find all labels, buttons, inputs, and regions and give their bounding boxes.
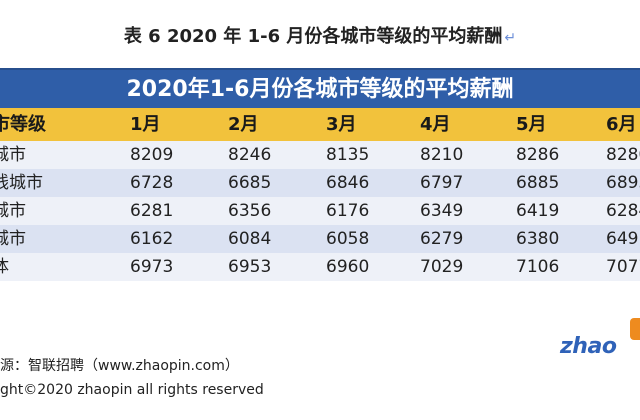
cell-value: 8286 <box>516 145 560 165</box>
cell-value: 6419 <box>516 201 560 221</box>
row-label: 城市 <box>0 229 26 249</box>
header-month: 3月 <box>326 114 357 135</box>
header-month: 1月 <box>130 114 161 135</box>
logo-text: zhao <box>560 334 617 359</box>
zhaopin-logo: zhao <box>560 318 640 362</box>
header-label: 市等级 <box>0 114 46 135</box>
cell-value: 6973 <box>130 257 174 277</box>
cell-value: 8210 <box>420 145 464 165</box>
table-row: 体 6973 6953 6960 7029 7106 7077 <box>0 253 640 281</box>
table-row: 线城市 6728 6685 6846 6797 6885 6893 <box>0 169 640 197</box>
cell-value: 6491 <box>606 229 640 249</box>
header-month: 5月 <box>516 114 547 135</box>
header-month: 6月 <box>606 114 637 135</box>
document-caption: 表 6 2020 年 1-6 月份各城市等级的平均薪酬 ↵ <box>0 22 640 48</box>
logo-mark-icon <box>630 318 640 340</box>
row-label: 线城市 <box>0 173 43 193</box>
header-month: 4月 <box>420 114 451 135</box>
cell-value: 6058 <box>326 229 370 249</box>
cell-value: 8209 <box>130 145 174 165</box>
caption-text: 表 6 2020 年 1-6 月份各城市等级的平均薪酬 <box>123 26 503 47</box>
header-month: 2月 <box>228 114 259 135</box>
row-label: 城市 <box>0 201 26 221</box>
cell-value: 8246 <box>228 145 272 165</box>
cell-value: 6953 <box>228 257 272 277</box>
return-icon: ↵ <box>504 30 517 46</box>
table-row: 城市 6162 6084 6058 6279 6380 6491 <box>0 225 640 253</box>
cell-value: 6084 <box>228 229 272 249</box>
cell-value: 6960 <box>326 257 370 277</box>
cell-value: 8280 <box>606 145 640 165</box>
table-header-row: 市等级 1月 2月 3月 4月 5月 6月 <box>0 108 640 141</box>
cell-value: 6893 <box>606 173 640 193</box>
cell-value: 6176 <box>326 201 370 221</box>
cell-value: 6728 <box>130 173 174 193</box>
source-note: 源：智联招聘（www.zhaopin.com） <box>0 358 239 374</box>
cell-value: 7029 <box>420 257 464 277</box>
cell-value: 6349 <box>420 201 464 221</box>
cell-value: 6356 <box>228 201 272 221</box>
cell-value: 7077 <box>606 257 640 277</box>
cell-value: 6279 <box>420 229 464 249</box>
copyright-note: ght©2020 zhaopin all rights reserved <box>0 382 264 398</box>
cell-value: 6380 <box>516 229 560 249</box>
cell-value: 7106 <box>516 257 560 277</box>
cell-value: 6281 <box>130 201 174 221</box>
row-label: 城市 <box>0 145 26 165</box>
cell-value: 6797 <box>420 173 464 193</box>
cell-value: 6846 <box>326 173 370 193</box>
table-title: 2020年1-6月份各城市等级的平均薪酬 <box>0 68 640 110</box>
table-row: 城市 8209 8246 8135 8210 8286 8280 <box>0 141 640 169</box>
cell-value: 6162 <box>130 229 174 249</box>
cell-value: 6284 <box>606 201 640 221</box>
cell-value: 6685 <box>228 173 272 193</box>
cell-value: 6885 <box>516 173 560 193</box>
cell-value: 8135 <box>326 145 370 165</box>
salary-table: 2020年1-6月份各城市等级的平均薪酬 市等级 1月 2月 3月 4月 5月 … <box>0 68 640 282</box>
table-row: 城市 6281 6356 6176 6349 6419 6284 <box>0 197 640 225</box>
row-label: 体 <box>0 257 9 277</box>
